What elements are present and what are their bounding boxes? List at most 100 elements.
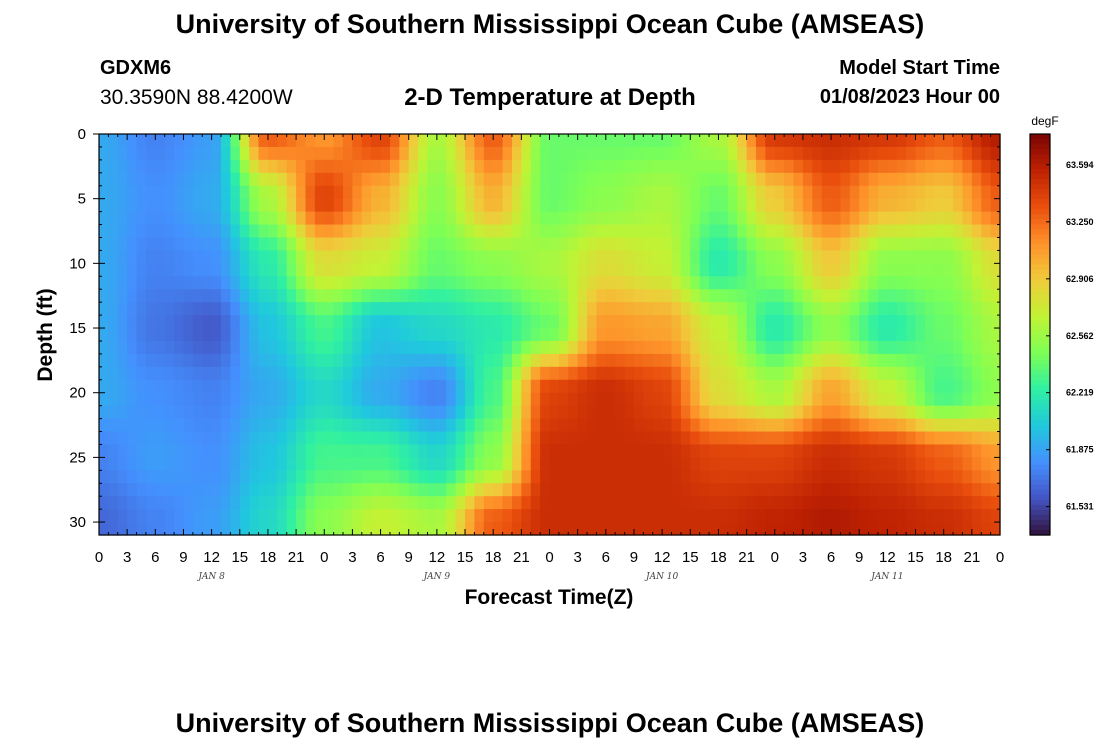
heatmap-cell xyxy=(643,250,654,264)
heatmap-cell xyxy=(474,522,485,536)
heatmap-cell xyxy=(474,172,485,187)
heatmap-cell xyxy=(784,392,795,407)
heatmap-cell xyxy=(652,185,663,200)
heatmap-cell xyxy=(793,353,804,368)
heatmap-cell xyxy=(436,289,447,303)
heatmap-cell xyxy=(343,172,354,187)
heatmap-cell xyxy=(915,134,926,148)
heatmap-cell xyxy=(474,302,485,316)
colorbar-segment xyxy=(1030,309,1050,316)
heatmap-cell xyxy=(418,276,429,290)
heatmap-cell xyxy=(831,328,842,342)
heatmap-cell xyxy=(549,211,560,226)
heatmap-cell xyxy=(502,522,513,536)
heatmap-cell xyxy=(587,418,598,433)
heatmap-cell xyxy=(699,328,710,342)
heatmap-cell xyxy=(239,185,250,200)
heatmap-cell xyxy=(202,457,213,471)
heatmap-cell xyxy=(277,224,288,239)
heatmap-cell xyxy=(793,302,804,316)
heatmap-cell xyxy=(718,224,729,239)
heatmap-cell xyxy=(868,289,879,303)
heatmap-cell xyxy=(990,353,1001,368)
heatmap-cell xyxy=(605,457,616,471)
heatmap-cell xyxy=(258,496,269,510)
heatmap-cell xyxy=(662,496,673,510)
heatmap-cell xyxy=(906,340,917,355)
heatmap-cell xyxy=(915,457,926,471)
heatmap-cell xyxy=(277,392,288,407)
heatmap-cell xyxy=(333,431,344,446)
heatmap-cell xyxy=(502,289,513,303)
heatmap-cell xyxy=(258,134,269,148)
heatmap-cell xyxy=(230,185,241,200)
heatmap-cell xyxy=(474,185,485,200)
heatmap-cell xyxy=(399,457,410,471)
heatmap-cell xyxy=(746,418,757,433)
heatmap-cell xyxy=(277,328,288,342)
heatmap-cell xyxy=(793,418,804,433)
heatmap-cell xyxy=(558,237,569,252)
heatmap-cell xyxy=(333,379,344,394)
heatmap-cell xyxy=(455,353,466,368)
heatmap-cell xyxy=(286,522,297,536)
heatmap-cell xyxy=(896,431,907,446)
heatmap-cell xyxy=(887,276,898,290)
heatmap-cell xyxy=(549,263,560,277)
heatmap-cell xyxy=(277,496,288,510)
heatmap-cell xyxy=(352,392,363,407)
heatmap-cell xyxy=(267,509,278,523)
heatmap-cell xyxy=(371,522,382,536)
heatmap-cell xyxy=(155,134,166,148)
heatmap-cell xyxy=(605,418,616,433)
heatmap-cell xyxy=(239,470,250,484)
y-tick-label: 0 xyxy=(78,126,86,143)
heatmap-cell xyxy=(277,198,288,213)
heatmap-cell xyxy=(690,457,701,471)
heatmap-cell xyxy=(812,509,823,523)
heatmap-cell xyxy=(718,159,729,174)
heatmap-cell xyxy=(352,379,363,394)
heatmap-cell xyxy=(924,483,935,497)
heatmap-cell xyxy=(587,263,598,277)
heatmap-cell xyxy=(399,418,410,433)
heatmap-cell xyxy=(418,198,429,213)
heatmap-cell xyxy=(596,405,607,420)
heatmap-cell xyxy=(352,198,363,213)
heatmap-cell xyxy=(192,470,203,484)
heatmap-cell xyxy=(568,379,579,394)
heatmap-cell xyxy=(662,509,673,523)
heatmap-cell xyxy=(633,483,644,497)
heatmap-cell xyxy=(483,418,494,433)
heatmap-cell xyxy=(859,159,870,174)
heatmap-cell xyxy=(849,353,860,368)
heatmap-cell xyxy=(530,522,541,536)
heatmap-cell xyxy=(427,263,438,277)
heatmap-cell xyxy=(155,366,166,381)
heatmap-cell xyxy=(465,302,476,316)
heatmap-cell xyxy=(755,198,766,213)
heatmap-cell xyxy=(418,328,429,342)
heatmap-cell xyxy=(568,302,579,316)
heatmap-cell xyxy=(587,159,598,174)
heatmap-cell xyxy=(249,379,260,394)
heatmap-cell xyxy=(746,315,757,329)
heatmap-cell xyxy=(511,250,522,264)
heatmap-cell xyxy=(136,172,147,187)
heatmap-cell xyxy=(821,522,832,536)
heatmap-cell xyxy=(662,470,673,484)
colorbar-segment xyxy=(1030,434,1050,441)
heatmap-cell xyxy=(324,237,335,252)
heatmap-cell xyxy=(174,302,185,316)
heatmap-cell xyxy=(211,366,222,381)
heatmap-cell xyxy=(192,379,203,394)
heatmap-cell xyxy=(277,185,288,200)
heatmap-cell xyxy=(577,431,588,446)
heatmap-cell xyxy=(117,198,128,213)
heatmap-cell xyxy=(849,379,860,394)
heatmap-cell xyxy=(568,340,579,355)
heatmap-cell xyxy=(343,418,354,433)
heatmap-cell xyxy=(774,392,785,407)
heatmap-cell xyxy=(727,353,738,368)
heatmap-cell xyxy=(615,185,626,200)
